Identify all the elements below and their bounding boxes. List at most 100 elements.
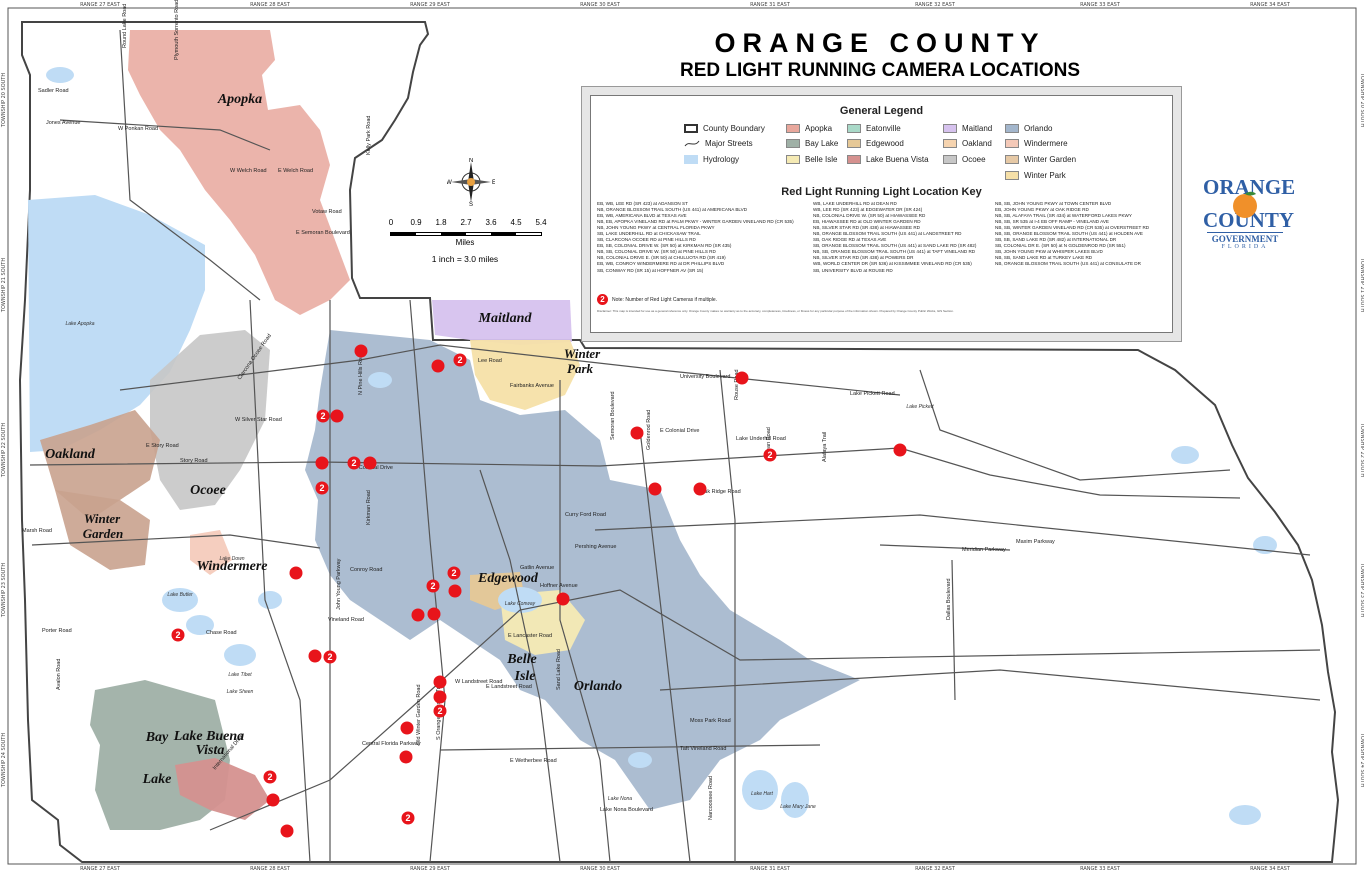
street-label: Avalon Road: [56, 659, 62, 690]
camera-dot: [363, 456, 377, 470]
street-label: Sadler Road: [38, 88, 69, 94]
camera-dot: [315, 456, 329, 470]
legend-label: Oakland: [962, 139, 992, 148]
winter-garden-area: [55, 490, 150, 570]
orlando-swatch: [1005, 124, 1019, 133]
street-swatch: [684, 140, 700, 147]
camera-marker: [280, 824, 294, 838]
legend-edgewood: Edgewood: [847, 139, 904, 148]
street-label: Semoran Boulevard: [610, 391, 616, 440]
city-label: Bay: [145, 730, 169, 745]
key-entry: WB, WORLD CENTER DR (SR 536) at KISSIMME…: [813, 261, 972, 267]
camera-dot: [323, 650, 337, 664]
key-heading: Red Light Running Light Location Key: [781, 186, 982, 198]
camera-count: 2: [457, 355, 462, 365]
key-entry: SB, COLONIAL DR E. (SR 50) at N GOLDENRO…: [995, 243, 1126, 249]
range-label-top: RANGE 33 EAST: [1080, 2, 1121, 8]
township-label-left: TOWNSHIP 23 SOUTH: [1, 563, 7, 618]
city-label: Edgewood: [477, 571, 539, 586]
eatonville-swatch: [847, 124, 861, 133]
legend-panel: General Legend County Boundary Major Str…: [581, 86, 1182, 342]
scale-ratio: 1 inch = 3.0 miles: [431, 254, 499, 264]
camera-marker-multiple: 2: [323, 650, 337, 664]
key-entry: EB, HIAWASSEE RD at OLD WINTER GARDEN RD: [813, 219, 921, 225]
lake-label: Lake Down: [219, 556, 244, 562]
street-label: Fairbanks Avenue: [510, 383, 554, 389]
street-label: W Silver Star Road: [235, 417, 282, 423]
camera-dot: [400, 721, 414, 735]
scale-tick-label: 3.6: [485, 218, 497, 227]
range-label-bottom: RANGE 29 EAST: [410, 866, 451, 872]
key-entry: NB, SB, SR 535 at I-4 EB OFF RAMP - VINE…: [995, 219, 1109, 225]
key-entry: SB, SB, SAND LAKE RD (SR 482) at INTERNA…: [995, 237, 1117, 243]
camera-dot: [171, 628, 185, 642]
key-entry: EB, JOHN YOUNG PKWY at OAK RIDGE RD: [995, 207, 1089, 213]
legend-label: Lake Buena Vista: [866, 155, 929, 164]
orange-county-logo: ORANGE COUNTY GOVERNMENT FLORIDA: [1203, 177, 1295, 268]
street-label: Plymouth Sorrento Road: [174, 0, 180, 60]
legend-label: Winter Park: [1024, 171, 1066, 180]
camera-marker: [648, 482, 662, 496]
scale-segments: [391, 233, 516, 235]
disclaimer: Disclaimer: This map is intended for use…: [597, 309, 954, 313]
city-label: Lake: [142, 772, 172, 787]
legend-county-boundary: County Boundary: [684, 124, 765, 133]
camera-dot: [453, 353, 467, 367]
key-entry: NB, EB, APOPKA VINELAND RD at PALM PKWY …: [597, 219, 794, 225]
street-label: Lake Pickett Road: [850, 391, 895, 397]
key-entry: SB, ORANGE BLOSSOM TRAIL SOUTH (US 441) …: [813, 243, 977, 249]
street-label: Curry Ford Road: [565, 512, 606, 518]
street-label: W Welch Road: [230, 168, 267, 174]
street-label: N Pine Hills Road: [358, 352, 364, 395]
key-entry: WB, LEE RD (SR 423) at EDGEWATER DR (SR …: [813, 207, 923, 213]
legend-winter-park: Winter Park: [1005, 171, 1066, 180]
logo-line4: FLORIDA: [1221, 244, 1269, 250]
lake-label: Lake Butler: [167, 592, 193, 598]
key-entry: SB, LAKE UNDERHILL RD at CHICKASAW TRAIL: [597, 231, 701, 237]
street-label: Lee Road: [478, 358, 502, 364]
camera-dot: [556, 592, 570, 606]
winter-park-swatch: [1005, 171, 1019, 180]
city-label: Orlando: [574, 679, 622, 694]
lake-label: Lake Pickett: [906, 404, 934, 410]
county-boundary: [18, 21, 1340, 863]
camera-dot: [411, 608, 425, 622]
street-label: Kirkman Road: [366, 490, 372, 525]
camera-count: 2: [319, 483, 324, 493]
camera-dot: [266, 793, 280, 807]
belle-isle-swatch: [786, 155, 800, 164]
city-label: Park: [567, 361, 594, 376]
street-label: W Landstreet Road: [455, 679, 502, 685]
camera-dot: [427, 607, 441, 621]
camera-note: 2 Note: Number of Red Light Cameras if m…: [597, 294, 717, 305]
maitland-area: [432, 300, 572, 345]
street-label: Meridian Parkway: [962, 547, 1006, 553]
scale-tick-label: 2.7: [460, 218, 472, 227]
camera-dot: [431, 359, 445, 373]
key-entry: WB, LAKE UNDERHILL RD at DEAN RD: [813, 201, 897, 206]
camera-dot: [316, 409, 330, 423]
range-label-top: RANGE 32 EAST: [915, 2, 956, 8]
city-label: Belle: [506, 652, 537, 667]
camera-marker: [330, 409, 344, 423]
legend-oakland: Oakland: [943, 139, 992, 148]
key-entry: NB, SB, ORANGE BLOSSOM TRAIL SOUTH (US 4…: [813, 249, 976, 255]
legend-label: Bay Lake: [805, 139, 839, 148]
camera-marker: [630, 426, 644, 440]
camera-marker: [431, 359, 445, 373]
camera-marker-multiple: 2: [447, 566, 461, 580]
street-label: E Welch Road: [278, 168, 313, 174]
lake-label: Lake Conway: [505, 601, 536, 607]
camera-dot: [401, 811, 415, 825]
city-label: Oakland: [45, 447, 96, 462]
street-label: Vineland Road: [328, 617, 364, 623]
camera-marker-multiple: 2: [171, 628, 185, 642]
lbv-swatch: [847, 155, 861, 164]
camera-count: 2: [451, 568, 456, 578]
legend-inner: General Legend County Boundary Major Str…: [590, 95, 1173, 333]
camera-marker: [433, 675, 447, 689]
key-column-3: NB, SB, JOHN YOUNG PKWY at TOWN CENTER B…: [995, 201, 1165, 268]
street-label: Moss Park Road: [690, 718, 731, 724]
lake-label: Lake Apopka: [65, 321, 94, 327]
camera-marker: [289, 566, 303, 580]
